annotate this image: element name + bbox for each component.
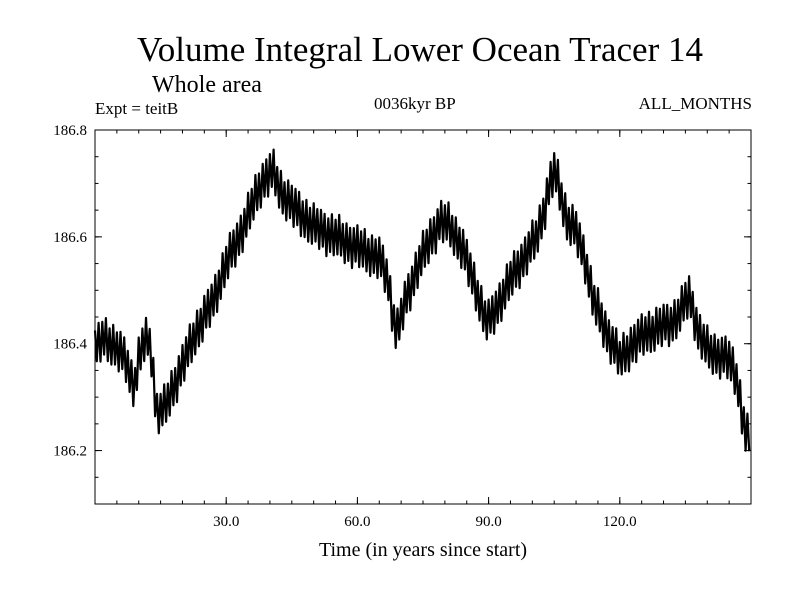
y-tick-label: 186.4 bbox=[53, 337, 87, 353]
x-tick-label: 60.0 bbox=[344, 514, 370, 530]
y-tick-label: 186.8 bbox=[53, 123, 87, 139]
experiment-label: Expt = teitB bbox=[95, 99, 179, 118]
x-tick-label: 120.0 bbox=[603, 514, 637, 530]
x-axis-label: Time (in years since start) bbox=[319, 539, 527, 561]
chart-subtitle: Whole area bbox=[152, 72, 262, 98]
months-label: ALL_MONTHS bbox=[638, 94, 752, 113]
series-line bbox=[93, 148, 751, 452]
y-tick-label: 186.6 bbox=[53, 230, 87, 246]
chart-title: Volume Integral Lower Ocean Tracer 14 bbox=[137, 30, 703, 69]
axis-ticks bbox=[95, 129, 751, 505]
x-tick-label: 30.0 bbox=[213, 514, 239, 530]
tick-labels: 186.2 186.4 186.6 186.8 30.0 60.0 90.0 120.0 bbox=[53, 123, 636, 530]
x-tick-label: 90.0 bbox=[475, 514, 501, 530]
y-tick-label: 186.2 bbox=[53, 444, 87, 460]
period-label: 0036kyr BP bbox=[374, 94, 456, 113]
